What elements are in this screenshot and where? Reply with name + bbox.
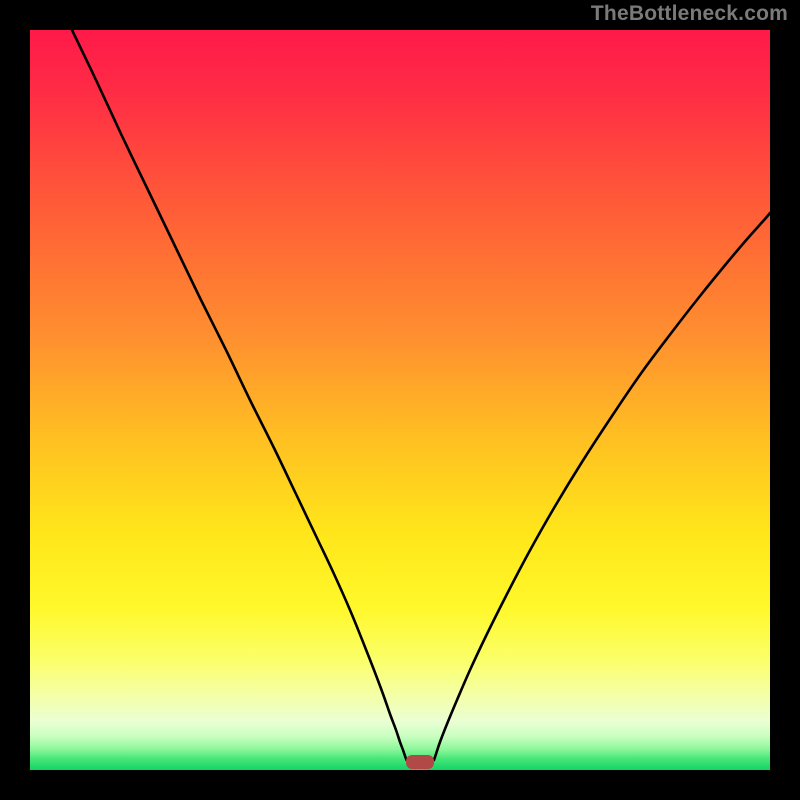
cusp-marker <box>406 755 434 769</box>
chart-svg <box>0 0 800 800</box>
plot-area <box>30 30 770 770</box>
